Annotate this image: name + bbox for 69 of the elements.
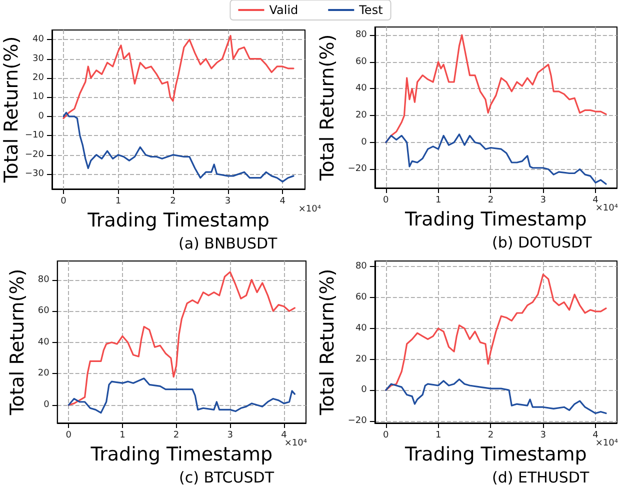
x-axis-title: Trading Timestamp	[404, 443, 587, 466]
y-tick-label: 30	[32, 54, 44, 64]
legend-label: Valid	[269, 3, 298, 17]
y-axis-title: Total Return(%)	[0, 36, 23, 184]
y-tick-label: 60	[38, 306, 50, 316]
x-tick-label: 2	[170, 196, 176, 206]
x-tick-label: 1	[120, 430, 126, 440]
line-series	[385, 378, 607, 414]
x-tick-label: 4	[280, 196, 286, 206]
line-series	[385, 134, 607, 185]
y-tick-label: 20	[355, 110, 368, 121]
text: ×10⁴	[595, 204, 618, 214]
y-tick-label: 40	[355, 323, 368, 334]
text: (b) DOTUSDT	[492, 234, 593, 252]
y-axis-title: Total Return(%)	[316, 268, 338, 416]
y-tick-label: −20	[25, 150, 44, 160]
x-tick-label: 0	[66, 430, 72, 440]
line-series	[68, 378, 296, 414]
y-axis-title: Total Return(%)	[316, 34, 338, 182]
y-tick-label: 40	[355, 84, 368, 94]
x-tick-label: 2	[488, 430, 494, 440]
x-tick-label: 1	[115, 196, 122, 206]
y-tick-label: 0	[361, 385, 368, 396]
y-tick-label: −20	[348, 164, 368, 174]
x-tick-label: 3	[540, 196, 546, 206]
x-tick-label: 0	[383, 196, 390, 206]
y-tick-label: 40	[32, 34, 44, 45]
x-tick-label: 3	[224, 196, 231, 206]
text: ×10⁴	[298, 204, 322, 214]
y-tick-label: 0	[38, 111, 44, 122]
y-tick-label: 0	[44, 400, 50, 410]
x-tick-label: 2	[488, 196, 494, 206]
x-tick-label: 2	[173, 430, 180, 440]
x-tick-label: 0	[383, 430, 390, 440]
text: ×10⁴	[284, 438, 308, 448]
x-axis-title: Trading Timestamp	[86, 209, 270, 232]
y-tick-label: 10	[32, 92, 44, 102]
y-tick-label: 80	[355, 30, 368, 40]
y-tick-label: 80	[355, 262, 368, 272]
y-axis-title: Total Return(%)	[6, 268, 28, 416]
line-series	[385, 274, 607, 391]
y-tick-label: −10	[25, 130, 44, 141]
x-tick-label: 4	[592, 430, 599, 440]
x-tick-label: 4	[592, 196, 599, 206]
y-tick-label: 40	[38, 337, 50, 348]
y-tick-label: 80	[38, 274, 50, 285]
y-tick-label: 20	[38, 368, 50, 379]
x-tick-label: 0	[60, 196, 67, 206]
y-tick-label: 20	[32, 73, 44, 84]
y-tick-label: 20	[355, 354, 368, 364]
y-tick-label: −20	[348, 416, 368, 426]
legend-label: Test	[358, 3, 384, 17]
text: ×10⁴	[595, 438, 618, 448]
y-tick-label: 0	[361, 137, 368, 148]
x-tick-label: 3	[227, 430, 233, 440]
text: (c) BTCUSDT	[179, 468, 275, 486]
x-tick-label: 4	[281, 430, 288, 440]
x-axis-title: Trading Timestamp	[90, 443, 273, 466]
x-axis-title: Trading Timestamp	[404, 208, 587, 230]
line-series	[62, 34, 294, 120]
line-series	[62, 112, 294, 183]
line-series	[68, 271, 296, 406]
x-tick-label: 1	[435, 430, 442, 440]
text: (d) ETHUSDT	[492, 468, 590, 486]
x-tick-label: 3	[540, 430, 546, 440]
y-tick-label: 60	[355, 292, 368, 303]
x-tick-label: 1	[435, 196, 442, 206]
y-tick-label: 60	[355, 56, 368, 67]
y-tick-label: −30	[25, 169, 44, 180]
